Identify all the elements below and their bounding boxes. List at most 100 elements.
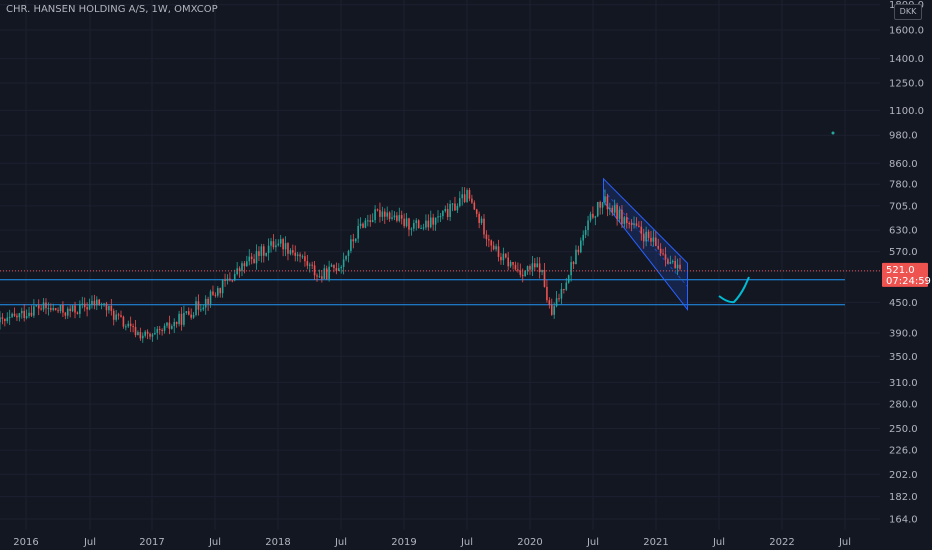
candle-body bbox=[473, 202, 476, 210]
candle-body bbox=[596, 201, 599, 217]
x-tick-label: 2017 bbox=[139, 537, 164, 548]
candle-body bbox=[502, 253, 505, 261]
candle-body bbox=[642, 233, 645, 242]
candle-body bbox=[611, 207, 614, 213]
candle-body bbox=[0, 317, 1, 323]
candle-body bbox=[260, 246, 263, 256]
y-tick-label: 182.0 bbox=[889, 492, 918, 503]
candle-body bbox=[621, 209, 623, 224]
candle-body bbox=[81, 303, 84, 305]
candle-body bbox=[262, 246, 265, 256]
candle-body bbox=[587, 220, 589, 230]
candle-body bbox=[659, 248, 662, 254]
candle-body bbox=[224, 279, 226, 281]
x-tick-label: 2018 bbox=[265, 537, 290, 548]
candle-body bbox=[466, 190, 468, 202]
candle-body bbox=[352, 239, 355, 242]
candle-body bbox=[478, 213, 480, 223]
x-tick-label: 2022 bbox=[769, 537, 794, 548]
candle-body bbox=[345, 255, 347, 260]
candle-body bbox=[129, 323, 132, 327]
y-tick-label: 202.0 bbox=[889, 470, 918, 481]
candle-body bbox=[625, 217, 628, 224]
y-tick-label: 980.0 bbox=[889, 131, 918, 142]
candle-body bbox=[338, 268, 340, 271]
candle-body bbox=[168, 322, 171, 329]
candle-body bbox=[357, 225, 359, 239]
x-tick-label: Jul bbox=[83, 537, 96, 548]
candle-body bbox=[214, 294, 217, 296]
candle-body bbox=[446, 209, 449, 217]
candle-body bbox=[468, 190, 471, 199]
candle-body bbox=[267, 245, 270, 254]
candle-body bbox=[91, 300, 93, 305]
currency-badge[interactable]: DKK bbox=[894, 4, 922, 20]
candle-body bbox=[330, 264, 333, 267]
candle-body bbox=[221, 279, 224, 294]
candle-body bbox=[289, 250, 292, 254]
horizontal-lines[interactable] bbox=[0, 279, 845, 306]
y-tick-label: 350.0 bbox=[889, 352, 918, 363]
candle-body bbox=[616, 205, 618, 219]
candle-body bbox=[512, 261, 514, 265]
candle-body bbox=[308, 264, 311, 266]
channel-fill bbox=[603, 177, 688, 312]
y-tick-label: 250.0 bbox=[889, 424, 918, 435]
candle-body bbox=[393, 215, 396, 218]
candle-body bbox=[609, 207, 611, 210]
candle-body bbox=[311, 264, 313, 266]
candle-body bbox=[434, 217, 437, 225]
candle-body bbox=[550, 304, 553, 315]
candle-body bbox=[485, 234, 488, 240]
symbol-title: CHR. HANSEN HOLDING A/S, 1W, OMXCOP bbox=[6, 4, 218, 15]
y-tick-label: 860.0 bbox=[889, 159, 918, 170]
candle-body bbox=[388, 212, 391, 219]
y-tick-label: 630.0 bbox=[889, 226, 918, 237]
candle-body bbox=[429, 217, 432, 228]
candle-body bbox=[541, 270, 543, 273]
candle-body bbox=[20, 310, 23, 314]
projection-curve[interactable] bbox=[718, 276, 750, 304]
price-badge-countdown: 07:24:59 bbox=[886, 276, 931, 287]
time-axis[interactable]: 2016 Jul 2017 Jul 2018 Jul 2019 Jul 2020 Jul 2021 J… bbox=[0, 530, 880, 550]
candle-body bbox=[253, 259, 255, 264]
candle-body bbox=[88, 304, 91, 310]
candle-body bbox=[408, 218, 410, 230]
candle-body bbox=[197, 301, 200, 310]
candle-body bbox=[364, 220, 367, 228]
candle-body bbox=[25, 316, 28, 318]
x-tick-label: 2019 bbox=[391, 537, 416, 548]
candle-body bbox=[187, 311, 190, 315]
candle-body bbox=[676, 264, 679, 269]
y-tick-label: 280.0 bbox=[889, 400, 918, 411]
candle-body bbox=[628, 223, 630, 225]
candle-body bbox=[185, 311, 188, 313]
candle-body bbox=[40, 308, 42, 310]
candle-body bbox=[652, 237, 655, 242]
candle-body bbox=[342, 259, 345, 267]
candle-body bbox=[500, 256, 502, 261]
descending-channel[interactable] bbox=[603, 177, 688, 312]
candle-body bbox=[437, 216, 439, 218]
candle-body bbox=[321, 276, 323, 279]
candle-body bbox=[427, 220, 430, 228]
candle-body bbox=[546, 286, 548, 301]
candle-body bbox=[144, 331, 146, 336]
candle-body bbox=[74, 305, 76, 313]
x-tick-label: Jul bbox=[208, 537, 221, 548]
candle-body bbox=[371, 220, 374, 222]
candle-body bbox=[166, 322, 168, 326]
candle-body bbox=[420, 227, 422, 229]
candle-body bbox=[270, 241, 272, 246]
candle-body bbox=[461, 194, 464, 199]
candle-body bbox=[398, 215, 401, 221]
candle-body bbox=[98, 299, 101, 305]
candle-body bbox=[340, 266, 343, 269]
candle-body bbox=[577, 249, 580, 253]
candle-body bbox=[6, 317, 9, 322]
candle-body bbox=[400, 215, 403, 219]
candle-body bbox=[662, 253, 664, 255]
candle-body bbox=[444, 209, 447, 212]
